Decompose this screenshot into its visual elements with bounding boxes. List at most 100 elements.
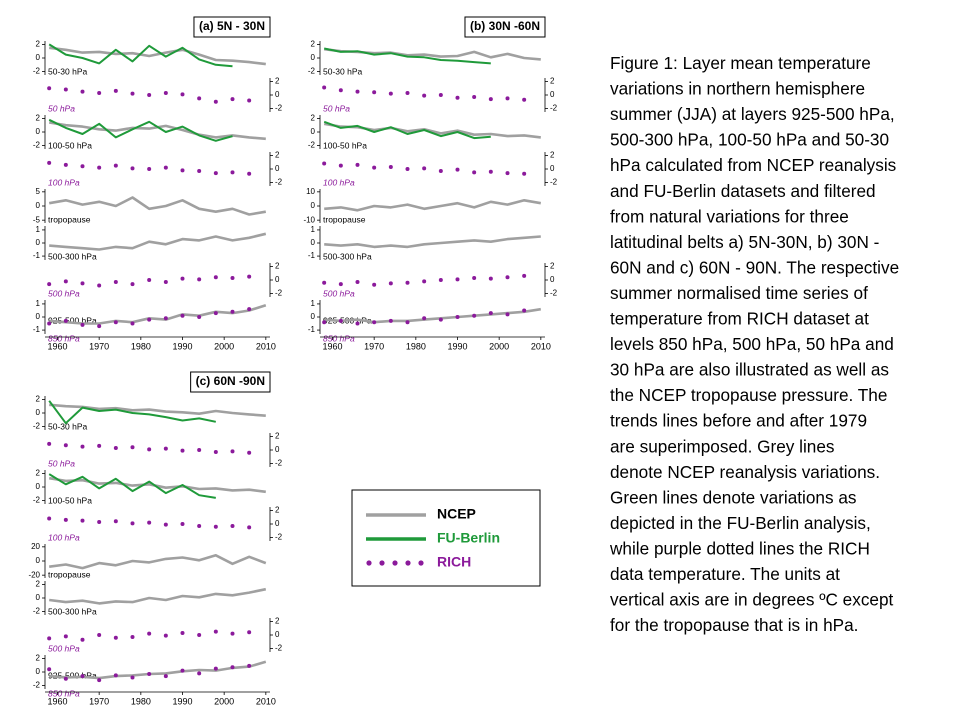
- series-dot: [197, 448, 202, 452]
- caption-line: trends lines before and after 1979: [610, 411, 867, 431]
- caption-line: Figure 1: Layer mean temperature: [610, 53, 871, 73]
- series-dot: [488, 97, 493, 102]
- series-dot: [522, 273, 527, 278]
- series-line: [49, 46, 266, 66]
- y-tick-label: -1: [33, 251, 41, 260]
- series-dot: [488, 311, 493, 316]
- x-tick-label: 1990: [172, 341, 192, 351]
- y-tick-label: 0: [275, 90, 280, 99]
- caption-line: summer (JJA) at layers 925-500 hPa,: [610, 104, 895, 124]
- series-dot: [80, 637, 85, 642]
- y-tick-label: 0: [275, 630, 280, 639]
- series-dot: [47, 516, 52, 521]
- series-dot: [147, 93, 152, 97]
- caption-line: the NCEP tropopause pressure. The: [610, 385, 887, 405]
- series-dot: [147, 317, 152, 322]
- y-tick-label: -2: [550, 178, 558, 187]
- series-dot: [213, 666, 218, 671]
- series-dot: [355, 321, 360, 326]
- series-dot: [213, 171, 218, 176]
- series-dot: [230, 631, 235, 636]
- y-tick-label: 0: [311, 238, 316, 247]
- series-dot: [63, 443, 68, 448]
- series-dot: [322, 280, 327, 285]
- x-tick-label: 2000: [214, 341, 234, 351]
- series-dot: [80, 322, 85, 327]
- caption-line: temperature from RICH dataset at: [610, 309, 869, 329]
- series-dot: [505, 275, 510, 280]
- y-tick-label: 0: [36, 53, 41, 62]
- series-dot: [338, 318, 343, 323]
- y-tick-label: -2: [275, 459, 283, 468]
- series-dot: [372, 165, 377, 170]
- caption-line: summer normalised time series of: [610, 283, 868, 303]
- y-tick-label: 0: [36, 127, 41, 136]
- series-dot: [197, 633, 202, 637]
- series-dot: [322, 85, 327, 90]
- strip-label: 500 hPa: [48, 288, 80, 298]
- y-tick-label: 0: [550, 275, 555, 284]
- strip-label: 500-300 hPa: [48, 606, 97, 616]
- strip-label: 100 hPa: [48, 177, 80, 187]
- series-dot: [372, 320, 377, 325]
- y-tick-label: -2: [308, 141, 316, 150]
- series-dot: [80, 89, 85, 94]
- series-dot: [113, 445, 118, 450]
- strip-label: tropopause: [48, 214, 91, 224]
- legend-swatch: [392, 560, 398, 566]
- series-dot: [405, 320, 410, 325]
- series-dot: [230, 97, 235, 102]
- y-tick-label: -1: [308, 251, 316, 260]
- y-tick-label: 10: [306, 187, 315, 196]
- series-dot: [322, 161, 327, 166]
- caption-line: 500-300 hPa, 100-50 hPa and 50-30: [610, 130, 889, 150]
- strip-label: 850 hPa: [323, 333, 355, 343]
- series-dot: [455, 167, 460, 172]
- series-dot: [338, 282, 343, 287]
- series-dot: [213, 450, 218, 455]
- series-line: [48, 43, 233, 68]
- y-tick-label: 0: [275, 275, 280, 284]
- series-dot: [455, 315, 460, 319]
- series-dot: [180, 448, 185, 453]
- series-dot: [338, 163, 343, 168]
- x-tick-label: 2000: [214, 696, 234, 706]
- strip-label: 850 hPa: [48, 333, 80, 343]
- series-dot: [230, 665, 235, 670]
- y-tick-label: -2: [33, 141, 41, 150]
- series-dot: [47, 282, 52, 287]
- series-dot: [405, 167, 410, 171]
- series-dot: [147, 672, 152, 677]
- series-dot: [422, 93, 427, 98]
- strip-label: 500 hPa: [48, 643, 80, 653]
- caption-line: are superimposed. Grey lines: [610, 436, 835, 456]
- series-dot: [113, 635, 118, 640]
- y-tick-label: 0: [36, 238, 41, 247]
- caption-line: 60N and c) 60N - 90N. The respective: [610, 257, 899, 277]
- series-line: [49, 587, 267, 605]
- x-tick-label: 1960: [322, 341, 342, 351]
- series-line: [48, 473, 216, 499]
- strip-label: 500-300 hPa: [323, 251, 372, 261]
- series-dot: [97, 519, 102, 524]
- legend-swatch: [379, 560, 385, 566]
- series-dot: [63, 87, 68, 92]
- series-dot: [163, 446, 168, 451]
- caption-line: data temperature. The units at: [610, 564, 840, 584]
- series-dot: [422, 166, 427, 171]
- series-dot: [147, 447, 152, 452]
- x-tick-label: 2000: [489, 341, 509, 351]
- series-dot: [247, 450, 252, 455]
- series-dot: [47, 636, 52, 641]
- chart-title-box: [193, 16, 271, 38]
- series-dot: [97, 90, 102, 95]
- y-tick-label: -2: [275, 289, 283, 298]
- chart-title-box: [464, 16, 546, 38]
- legend-label: FU-Berlin: [437, 530, 500, 546]
- strip-label: 100-50 hPa: [48, 495, 92, 505]
- y-tick-label: -1: [308, 325, 316, 334]
- y-tick-label: 2: [36, 654, 41, 663]
- y-tick-label: -1: [33, 325, 41, 334]
- y-tick-label: 0: [36, 312, 41, 321]
